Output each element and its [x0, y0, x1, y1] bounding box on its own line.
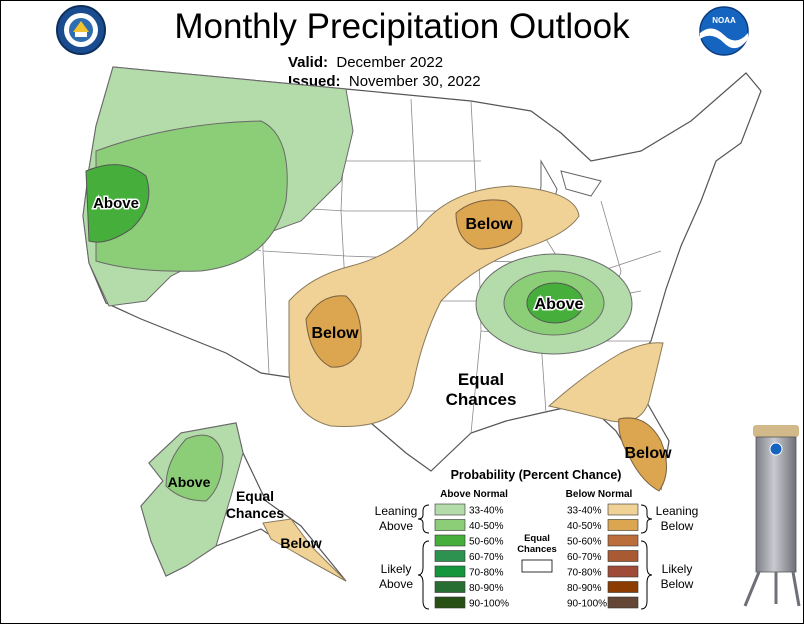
- legend-above-swatch-0: [434, 503, 466, 516]
- legend: Probability (Percent Chance) Above Norma…: [375, 468, 699, 610]
- legend-above-range-6: 90-100%: [469, 599, 509, 610]
- legend-above-range-2: 50-60%: [469, 537, 504, 548]
- valid-value: December 2022: [336, 54, 444, 71]
- legend-above-swatch-2: [434, 534, 466, 547]
- label-equal-chances-ak-line2: Chances: [226, 505, 285, 521]
- label-above-alaska: Above: [168, 474, 211, 490]
- below-33-southeast: [547, 342, 664, 423]
- label-above-ohio: Above: [535, 296, 584, 313]
- below-33-alaska: [262, 518, 347, 582]
- legend-above-range-3: 60-70%: [469, 552, 504, 563]
- label-above-west: Above: [93, 195, 139, 212]
- issued-line: Issued: November 30, 2022: [288, 73, 481, 90]
- legend-above-swatch-4: [434, 565, 466, 578]
- brace-likely-below: [640, 540, 653, 610]
- brace-leaning-above: [417, 504, 430, 534]
- legend-leaning-below-line2: Below: [661, 519, 694, 533]
- legend-above-swatches: 33-40% 40-50% 50-60% 60-70% 70-80% 80-90% 90-1…: [434, 503, 509, 610]
- legend-above-range-5: 80-90%: [469, 583, 504, 594]
- legend-above-swatch-1: [434, 519, 466, 531]
- page-title: Monthly Precipitation Outlook: [174, 7, 630, 46]
- legend-above-range-1: 40-50%: [469, 521, 504, 532]
- brace-likely-above: [417, 540, 430, 610]
- doc-seal-logo: [56, 5, 106, 55]
- above-50-west: [85, 164, 150, 243]
- legend-below-range-3: 60-70%: [567, 552, 602, 563]
- legend-below-range-4: 70-80%: [567, 568, 602, 579]
- valid-line: Valid: December 2022: [288, 54, 443, 71]
- noaa-logo: NOAA: [699, 6, 749, 56]
- rain-gauge-illustration: [743, 425, 801, 607]
- legend-likely-below-line1: Likely: [662, 562, 693, 576]
- label-equal-chances-line2: Chances: [446, 390, 517, 409]
- legend-likely-above-line1: Likely: [381, 562, 412, 576]
- legend-above-header: Above Normal: [440, 489, 508, 500]
- issued-value: November 30, 2022: [348, 73, 481, 90]
- brace-leaning-below: [640, 504, 653, 534]
- legend-below-range-5: 80-90%: [567, 583, 602, 594]
- legend-below-swatch-1: [607, 519, 639, 531]
- legend-leaning-above-line2: Above: [379, 519, 413, 533]
- label-below-midwest: Below: [465, 216, 513, 233]
- legend-below-swatch-5: [607, 581, 639, 593]
- below-40-florida: [618, 417, 667, 492]
- below-33-central: [288, 185, 580, 427]
- legend-above-swatch-5: [434, 581, 466, 593]
- legend-above-swatch-3: [434, 550, 466, 562]
- legend-leaning-above-line1: Leaning: [375, 504, 418, 518]
- legend-below-range-1: 40-50%: [567, 521, 602, 532]
- label-below-alaska: Below: [280, 535, 321, 551]
- legend-below-swatch-3: [607, 550, 639, 562]
- legend-above-range-0: 33-40%: [469, 506, 504, 517]
- valid-label: Valid:: [288, 54, 329, 71]
- legend-below-swatch-6: [607, 596, 639, 609]
- below-40-central: [305, 295, 362, 368]
- noaa-logo-text: NOAA: [712, 16, 736, 25]
- legend-below-range-0: 33-40%: [567, 506, 602, 517]
- legend-below-header: Below Normal: [566, 489, 633, 500]
- legend-below-swatch-2: [607, 534, 639, 547]
- legend-below-swatch-0: [607, 503, 639, 516]
- legend-below-swatch-4: [607, 565, 639, 578]
- below-40-midwest: [455, 199, 523, 250]
- above-40-alaska: [165, 434, 224, 502]
- legend-below-swatches: 33-40% 40-50% 50-60% 60-70% 70-80% 80-90% 90-1…: [567, 503, 639, 610]
- above-50-ohio: [526, 282, 584, 324]
- legend-leaning-below-line1: Leaning: [656, 504, 699, 518]
- above-40-west: [95, 120, 288, 272]
- label-equal-chances-ak-line1: Equal: [236, 488, 274, 504]
- legend-equal-line1: Equal: [524, 533, 550, 544]
- legend-equal-line2: Chances: [517, 544, 557, 555]
- legend-below-range-2: 50-60%: [567, 537, 602, 548]
- legend-above-swatch-6: [434, 596, 466, 609]
- legend-likely-above-line2: Above: [379, 577, 413, 591]
- label-equal-chances-line1: Equal: [458, 370, 504, 389]
- label-below-plains: Below: [311, 325, 359, 342]
- legend-likely-below-line2: Below: [661, 577, 694, 591]
- label-below-florida: Below: [624, 445, 672, 462]
- legend-equal-swatch: [521, 559, 553, 573]
- legend-below-range-6: 90-100%: [567, 599, 607, 610]
- legend-title: Probability (Percent Chance): [451, 468, 622, 482]
- legend-above-range-4: 70-80%: [469, 568, 504, 579]
